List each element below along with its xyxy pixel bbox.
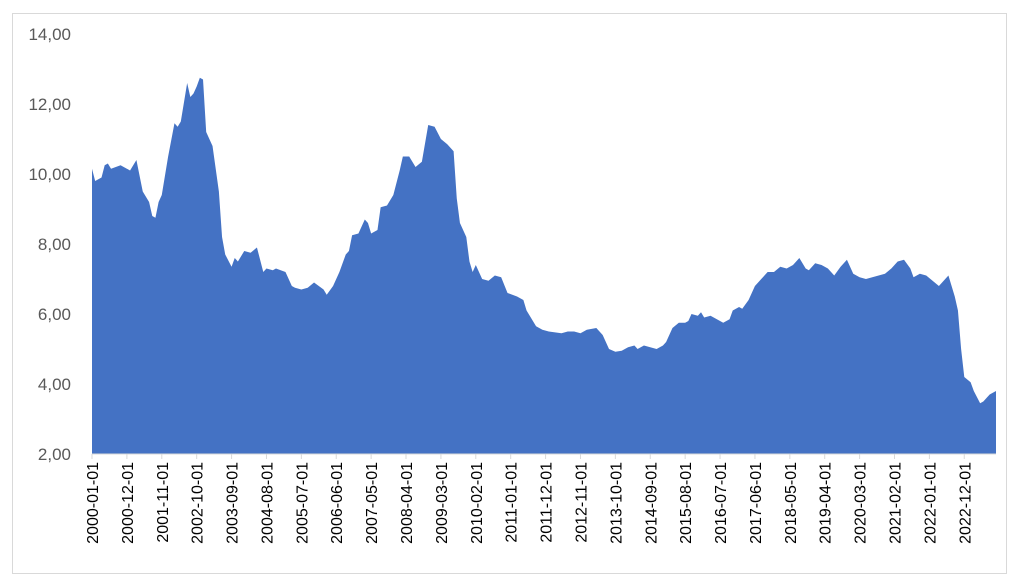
x-tick-label: 2011-01-01	[504, 462, 521, 543]
x-tick-label: 2012-11-01	[573, 462, 590, 543]
x-tick-label: 2017-06-01	[748, 462, 765, 544]
y-tick-label: 4,00	[38, 375, 71, 394]
x-tick-label: 2000-01-01	[85, 462, 102, 544]
x-tick-label: 2010-02-01	[469, 462, 486, 544]
y-tick-label: 12,00	[28, 95, 71, 114]
x-tick-label: 2014-09-01	[643, 462, 660, 544]
x-tick-label: 2021-02-01	[888, 462, 905, 544]
x-tick-label: 2008-04-01	[399, 462, 416, 544]
chart-frame: 2,00 4,00 6,00 8,00 10,00 12,00 14,00 2000-01-…	[12, 13, 1007, 574]
x-tick-label: 2019-04-01	[818, 462, 835, 544]
x-tick-label: 2004-08-01	[259, 462, 276, 544]
y-tick-label: 8,00	[38, 235, 71, 254]
x-tick-label: 2020-03-01	[853, 462, 870, 544]
x-tick-label: 2007-05-01	[364, 462, 381, 544]
x-tick-label: 2005-07-01	[294, 462, 311, 544]
x-tick-label: 2018-05-01	[783, 462, 800, 544]
area-series	[92, 77, 996, 454]
y-tick-label: 2,00	[38, 445, 71, 464]
x-tick-label: 2013-10-01	[608, 462, 625, 544]
area-series-0	[92, 77, 996, 454]
x-tick-label: 2016-07-01	[713, 462, 730, 544]
x-tick-label: 2003-09-01	[225, 462, 242, 544]
x-axis-ticks: 2000-01-01 2000-12-01 2001-11-01 2002-10-01…	[85, 454, 974, 544]
x-tick-label: 2022-01-01	[922, 462, 939, 544]
y-axis-ticks: 2,00 4,00 6,00 8,00 10,00 12,00 14,00	[28, 25, 71, 464]
x-tick-label: 2002-10-01	[190, 462, 207, 544]
x-tick-label: 2009-03-01	[434, 462, 451, 544]
y-tick-label: 14,00	[28, 25, 71, 44]
y-tick-label: 10,00	[28, 165, 71, 184]
y-tick-label: 6,00	[38, 305, 71, 324]
area-chart: 2,00 4,00 6,00 8,00 10,00 12,00 14,00 2000-01-…	[28, 25, 996, 544]
x-tick-label: 2022-12-01	[957, 462, 974, 544]
x-tick-label: 2001-11-01	[155, 462, 172, 543]
x-tick-label: 2015-08-01	[678, 462, 695, 544]
x-tick-label: 2000-12-01	[120, 462, 137, 544]
x-tick-label: 2011-12-01	[539, 462, 556, 543]
x-tick-label: 2006-06-01	[329, 462, 346, 544]
